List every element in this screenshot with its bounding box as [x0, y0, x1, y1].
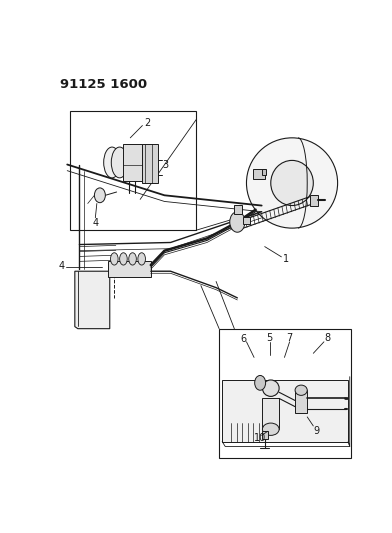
Ellipse shape [129, 253, 136, 265]
Text: 10: 10 [254, 433, 266, 443]
Ellipse shape [247, 138, 338, 228]
Text: 2: 2 [144, 118, 150, 128]
Bar [262, 399, 279, 429]
Ellipse shape [138, 253, 145, 265]
Bar [262, 431, 268, 440]
Bar [252, 168, 265, 179]
Polygon shape [75, 271, 110, 329]
Circle shape [94, 188, 105, 203]
Polygon shape [142, 144, 158, 183]
Polygon shape [222, 380, 348, 441]
Bar [243, 216, 249, 224]
Bar [261, 168, 266, 175]
Bar [295, 390, 307, 413]
Ellipse shape [271, 160, 313, 206]
Text: 9: 9 [313, 426, 319, 437]
Text: 3: 3 [162, 159, 168, 169]
Text: 7: 7 [286, 333, 292, 343]
Bar [219, 329, 351, 458]
Text: 4: 4 [58, 261, 64, 271]
Polygon shape [108, 261, 151, 277]
Ellipse shape [103, 147, 120, 178]
Text: 6: 6 [240, 334, 247, 344]
Ellipse shape [111, 253, 118, 265]
Text: 4: 4 [92, 218, 98, 228]
Ellipse shape [262, 423, 279, 435]
Text: 5: 5 [266, 333, 272, 343]
Ellipse shape [111, 147, 128, 178]
Ellipse shape [262, 380, 279, 397]
Text: 91125 1600: 91125 1600 [60, 78, 147, 91]
Bar [123, 144, 142, 181]
Text: 8: 8 [324, 333, 330, 343]
Circle shape [230, 212, 245, 232]
Bar [70, 111, 196, 230]
Text: 1: 1 [283, 254, 289, 264]
Bar [310, 195, 318, 206]
Ellipse shape [120, 253, 127, 265]
Circle shape [255, 375, 266, 390]
Bar [234, 205, 242, 214]
Ellipse shape [295, 385, 307, 395]
